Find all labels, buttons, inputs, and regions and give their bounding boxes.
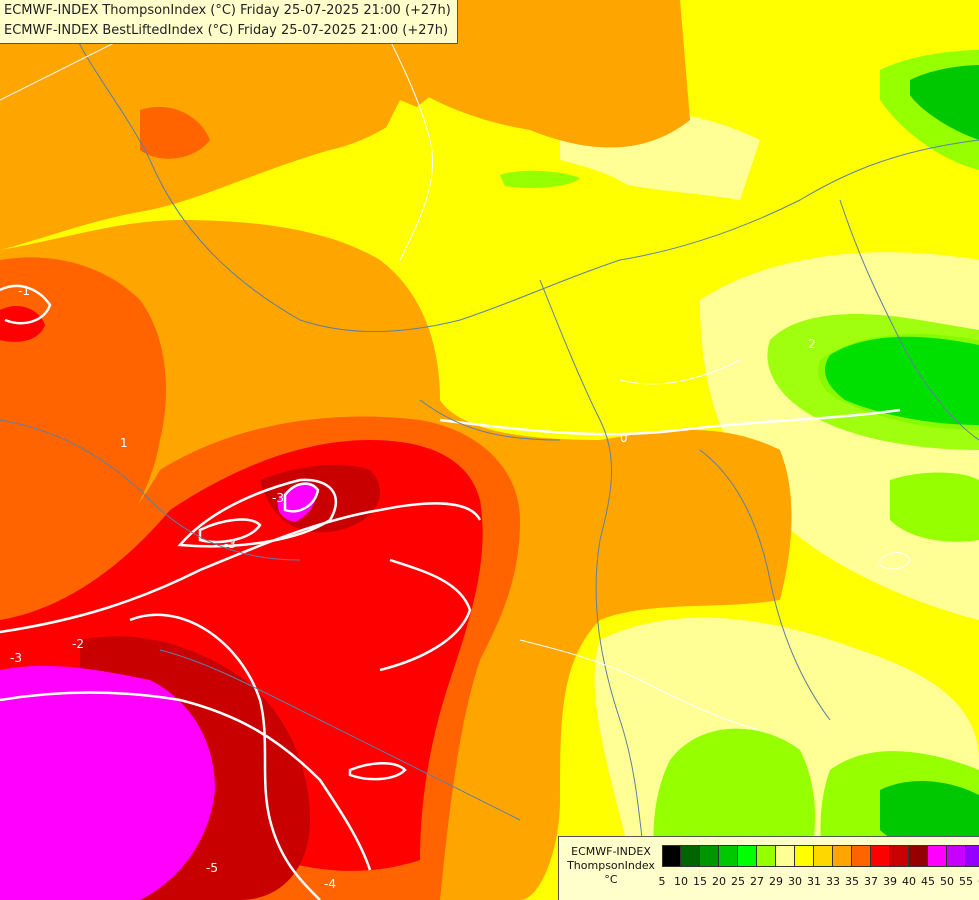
legend-swatch	[776, 846, 795, 866]
legend-swatch	[681, 846, 700, 866]
legend-swatch	[662, 846, 681, 866]
legend-tick-label: 5	[658, 875, 666, 888]
title-line-thompson: ECMWF-INDEX ThompsonIndex (°C) Friday 25…	[4, 3, 451, 18]
legend-swatch	[928, 846, 947, 866]
legend-tick-label: 30	[788, 875, 802, 888]
contour-label: 0	[620, 431, 628, 445]
legend-color-bar	[662, 845, 979, 867]
legend-tick-label: 45	[921, 875, 935, 888]
legend-swatch	[700, 846, 719, 866]
map-title-box: ECMWF-INDEX ThompsonIndex (°C) Friday 25…	[0, 0, 458, 44]
legend-tick-label: 40	[902, 875, 916, 888]
contour-labels: -2 -3 -3 -3 -4 -5 0 -1 1 2	[10, 284, 816, 891]
legend-tick-label: 20	[712, 875, 726, 888]
contour-label: -1	[18, 284, 30, 298]
contour-label: 2	[808, 337, 816, 351]
legend-tick-label: 27	[750, 875, 764, 888]
contour-label: -3	[10, 651, 22, 665]
legend-tick-label: 31	[807, 875, 821, 888]
darkorange-zone-west	[0, 257, 166, 630]
legend-swatch	[719, 846, 738, 866]
legend-tick-label: 37	[864, 875, 878, 888]
darkgreen-zone-northeast	[910, 65, 979, 140]
legend-title-source: ECMWF-INDEX	[571, 845, 651, 858]
legend-tick-label: 50	[940, 875, 954, 888]
legend-tick-label: 35	[845, 875, 859, 888]
color-legend: ECMWF-INDEX ThompsonIndex °C 5 10 15 20 25 27…	[558, 836, 979, 900]
legend-swatch	[757, 846, 776, 866]
legend-swatch	[947, 846, 966, 866]
legend-tick-label: 10	[674, 875, 688, 888]
legend-title: ECMWF-INDEX ThompsonIndex °C	[563, 845, 659, 887]
legend-swatch	[795, 846, 814, 866]
legend-swatch	[738, 846, 757, 866]
legend-ticks: 51015202527293031333537394045505560	[658, 875, 979, 889]
contour-label: -5	[206, 861, 218, 875]
contour-label: 1	[120, 436, 128, 450]
contour-lines	[0, 284, 901, 900]
legend-tick-label: 55	[959, 875, 973, 888]
legend-swatch	[814, 846, 833, 866]
legend-tick-label: 33	[826, 875, 840, 888]
contour-label: -4	[324, 877, 336, 891]
legend-tick-label: 15	[693, 875, 707, 888]
legend-swatch	[909, 846, 928, 866]
legend-swatch	[852, 846, 871, 866]
legend-swatch	[890, 846, 909, 866]
legend-tick-label: 29	[769, 875, 783, 888]
legend-swatch	[833, 846, 852, 866]
legend-title-param: ThompsonIndex	[567, 859, 655, 872]
title-line-bestlifted: ECMWF-INDEX BestLiftedIndex (°C) Friday …	[4, 23, 449, 38]
legend-tick-label: 25	[731, 875, 745, 888]
contour-label: -3	[224, 537, 236, 551]
green-spot-north	[500, 170, 580, 188]
contour-label: -3	[272, 491, 284, 505]
green-spot-east	[890, 472, 979, 542]
legend-swatch	[966, 846, 979, 866]
red-spot-northwest	[140, 106, 210, 159]
yellow-zone-north-inner	[370, 100, 640, 230]
contour-label: -2	[72, 637, 84, 651]
legend-tick-label: 39	[883, 875, 897, 888]
legend-swatch	[871, 846, 890, 866]
orange-zone-northwest	[0, 0, 470, 250]
legend-unit: °C	[604, 873, 618, 886]
magenta-zone-southwest	[0, 665, 215, 900]
